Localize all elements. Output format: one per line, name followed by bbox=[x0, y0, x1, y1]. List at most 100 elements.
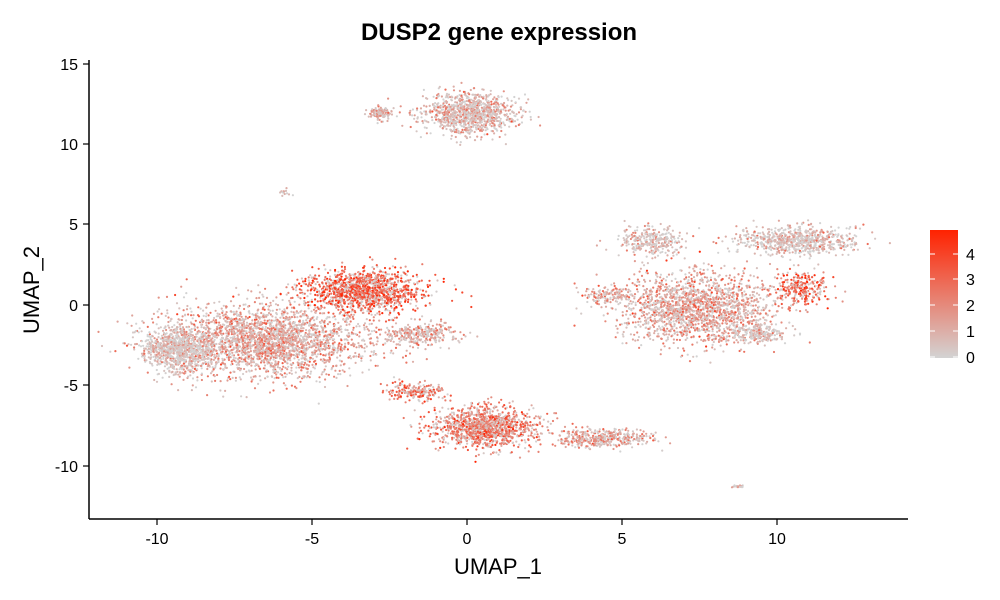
data-point bbox=[400, 274, 403, 277]
data-point bbox=[379, 270, 382, 273]
data-point bbox=[335, 330, 338, 333]
data-point bbox=[138, 344, 141, 347]
data-point bbox=[411, 360, 415, 363]
data-point bbox=[238, 322, 241, 325]
data-point bbox=[331, 299, 334, 302]
data-point bbox=[419, 288, 422, 291]
data-point bbox=[360, 303, 363, 306]
data-point bbox=[314, 311, 317, 314]
data-point bbox=[249, 341, 252, 344]
data-point bbox=[252, 357, 255, 360]
data-point bbox=[171, 325, 174, 329]
data-point bbox=[177, 343, 180, 346]
data-point bbox=[260, 323, 264, 326]
data-point bbox=[291, 336, 294, 339]
data-point bbox=[374, 286, 377, 289]
data-point bbox=[204, 346, 208, 349]
data-point bbox=[318, 350, 321, 353]
data-point bbox=[281, 355, 284, 358]
data-point bbox=[210, 320, 213, 323]
data-point bbox=[172, 360, 176, 363]
data-point bbox=[469, 331, 472, 334]
data-point bbox=[256, 309, 259, 312]
data-point bbox=[226, 379, 229, 382]
data-point bbox=[352, 317, 355, 320]
data-point bbox=[213, 348, 216, 351]
data-point bbox=[247, 355, 250, 358]
data-point bbox=[161, 376, 164, 379]
data-point bbox=[356, 280, 359, 283]
data-point bbox=[460, 337, 463, 340]
data-point bbox=[220, 333, 223, 336]
data-point bbox=[191, 336, 195, 339]
data-point bbox=[146, 371, 149, 374]
data-point bbox=[222, 368, 225, 371]
data-point bbox=[274, 345, 277, 348]
data-point bbox=[394, 257, 397, 260]
data-point bbox=[296, 377, 299, 380]
data-point bbox=[339, 302, 342, 305]
data-point bbox=[225, 329, 228, 332]
data-point bbox=[224, 313, 227, 316]
data-point bbox=[314, 334, 317, 337]
data-point bbox=[439, 320, 443, 323]
data-point bbox=[196, 379, 199, 382]
data-point bbox=[264, 328, 267, 331]
data-point bbox=[325, 282, 328, 285]
data-point bbox=[237, 293, 240, 296]
data-point bbox=[378, 319, 381, 322]
data-point bbox=[192, 314, 195, 317]
data-point bbox=[424, 341, 427, 344]
data-point bbox=[416, 331, 419, 334]
data-point bbox=[430, 336, 433, 339]
data-point bbox=[230, 333, 233, 336]
data-point bbox=[213, 355, 216, 358]
data-point bbox=[329, 333, 332, 336]
data-point bbox=[231, 318, 235, 321]
data-point bbox=[182, 362, 185, 365]
data-point bbox=[410, 295, 413, 299]
data-point bbox=[348, 367, 351, 370]
data-point bbox=[358, 346, 361, 349]
data-point bbox=[205, 315, 208, 318]
data-point bbox=[215, 321, 218, 324]
data-point bbox=[269, 357, 272, 360]
data-point bbox=[316, 290, 319, 294]
data-point bbox=[163, 369, 166, 372]
data-point bbox=[390, 301, 393, 304]
data-point bbox=[185, 319, 188, 322]
data-point bbox=[184, 341, 187, 344]
data-point bbox=[258, 367, 261, 370]
data-point bbox=[217, 354, 220, 358]
data-point bbox=[258, 291, 261, 294]
data-point bbox=[206, 375, 209, 378]
data-point bbox=[249, 347, 252, 350]
data-point bbox=[274, 354, 277, 357]
data-point bbox=[266, 334, 269, 337]
data-point bbox=[315, 317, 318, 321]
data-point bbox=[270, 352, 273, 355]
data-point bbox=[269, 324, 272, 327]
data-point bbox=[245, 332, 248, 335]
data-point bbox=[196, 326, 199, 329]
data-point bbox=[170, 363, 173, 366]
data-point bbox=[165, 328, 168, 332]
data-point bbox=[304, 310, 307, 313]
data-point bbox=[422, 296, 425, 299]
data-point bbox=[378, 310, 381, 313]
data-point bbox=[363, 275, 366, 278]
data-point bbox=[412, 308, 415, 311]
data-point bbox=[406, 300, 410, 304]
data-point bbox=[392, 330, 395, 333]
data-point bbox=[205, 327, 208, 330]
data-point bbox=[346, 313, 349, 317]
data-point bbox=[342, 270, 345, 273]
data-point bbox=[182, 296, 186, 299]
data-point bbox=[264, 357, 267, 360]
data-point bbox=[390, 282, 393, 285]
data-point bbox=[226, 338, 229, 341]
data-point bbox=[258, 332, 261, 335]
data-point bbox=[276, 343, 279, 346]
data-point bbox=[229, 363, 233, 366]
data-point bbox=[247, 350, 250, 354]
